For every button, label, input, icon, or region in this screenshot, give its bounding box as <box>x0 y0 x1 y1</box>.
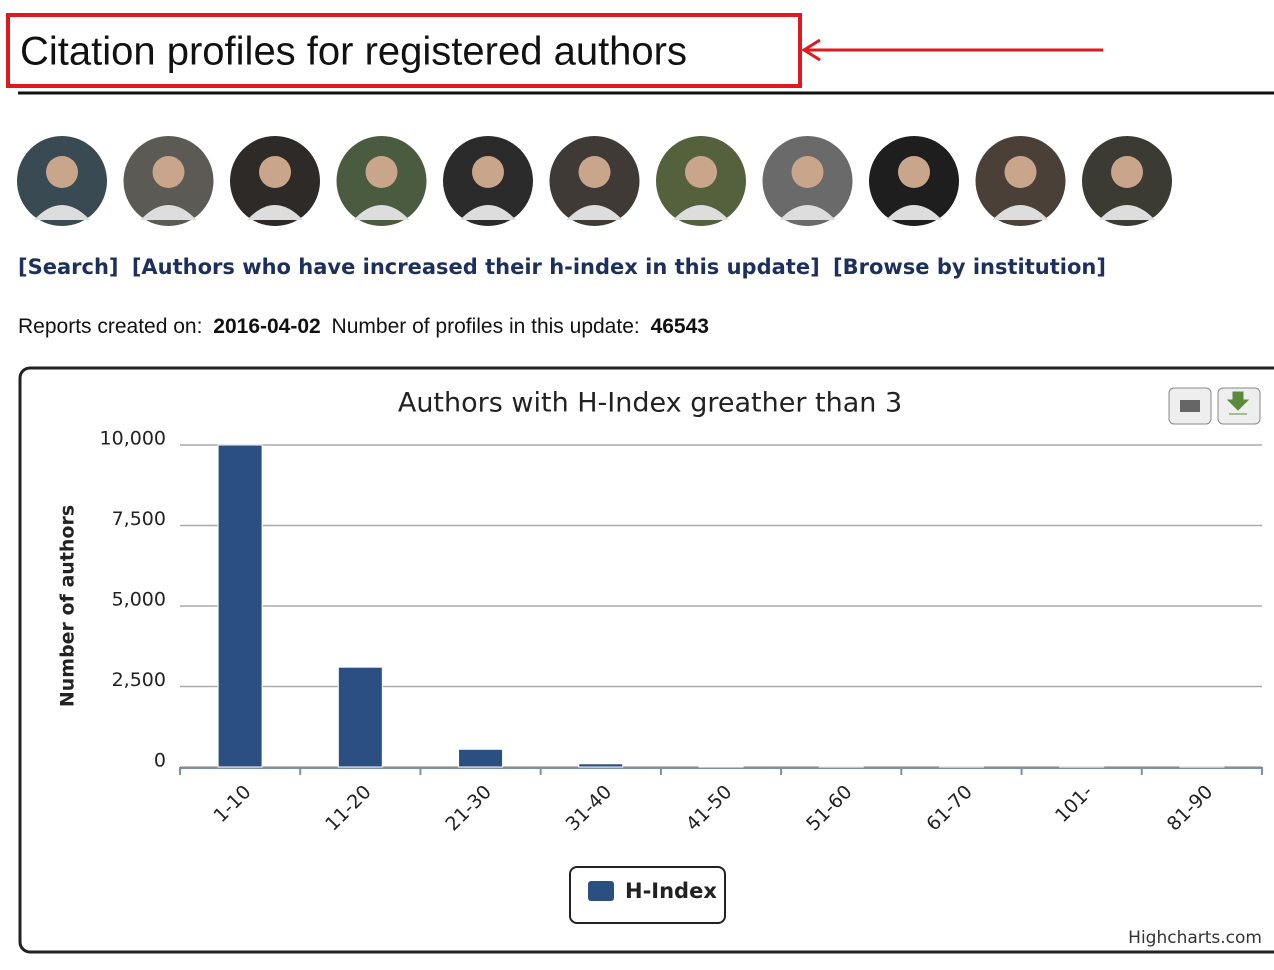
avatar-face <box>579 156 611 188</box>
bar <box>218 445 262 767</box>
avatar-face <box>792 156 824 188</box>
count: 46543 <box>651 315 709 338</box>
bar <box>338 667 382 767</box>
y-tick-label: 10,000 <box>100 428 166 450</box>
legend-swatch <box>588 881 614 901</box>
page: Citation profiles for registered authors… <box>0 0 1274 966</box>
chart-frame <box>20 368 1274 952</box>
y-tick-label: 7,500 <box>112 508 166 530</box>
label: Number of profiles in this update: <box>332 315 640 338</box>
avatar-face <box>685 156 717 188</box>
avatar-face <box>898 156 930 188</box>
credit[interactable]: Highcharts.com <box>1128 928 1262 948</box>
avatar-face <box>153 156 185 188</box>
y-tick-label: 5,000 <box>112 589 166 611</box>
y-tick-label: 0 <box>154 750 166 772</box>
bar <box>699 766 743 767</box>
link[interactable]: [Search] <box>18 255 119 279</box>
page-title: Citation profiles for registered authors <box>20 30 687 74</box>
label: Reports created on: <box>18 315 202 338</box>
screenshot: Citation profiles for registered authors… <box>0 0 1274 966</box>
print-icon <box>1180 400 1200 412</box>
y-axis-title: Number of authors <box>57 505 79 707</box>
bar <box>459 749 503 767</box>
date: 2016-04-02 <box>213 315 320 338</box>
avatar-face <box>1005 156 1037 188</box>
avatar-face <box>366 156 398 188</box>
avatar-face <box>472 156 504 188</box>
chart-title: Authors with H-Index greather than 3 <box>398 388 902 419</box>
nav-links: [Search] [Authors who have increased the… <box>18 255 1106 279</box>
avatar-face <box>259 156 291 188</box>
avatars <box>17 136 1172 226</box>
bar <box>579 764 623 767</box>
avatar-face <box>1111 156 1143 188</box>
y-tick-label: 2,500 <box>112 669 166 691</box>
report-info: Reports created on: 2016-04-02 Number of… <box>18 315 709 338</box>
link[interactable]: [Authors who have increased their h-inde… <box>132 255 820 279</box>
avatar-face <box>46 156 78 188</box>
link[interactable]: [Browse by institution] <box>833 255 1106 279</box>
legend-label: H-Index <box>625 879 717 903</box>
